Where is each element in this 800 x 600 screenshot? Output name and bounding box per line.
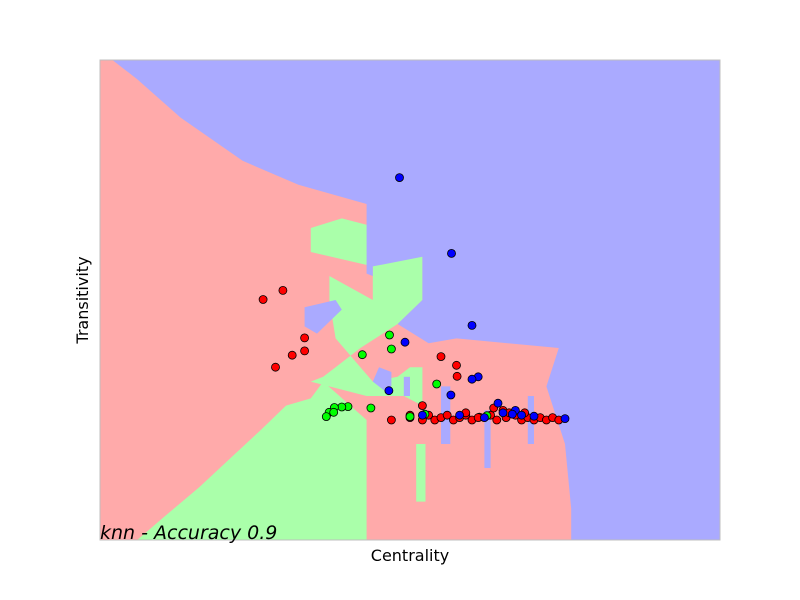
data-point-class-1	[329, 407, 339, 417]
data-point-class-0	[386, 415, 396, 425]
data-point-class-1	[357, 350, 367, 360]
x-axis-label: Centrality	[371, 546, 449, 565]
data-point-class-1	[405, 412, 415, 422]
data-point-class-0	[492, 415, 502, 425]
data-point-class-2	[384, 386, 394, 396]
decision-regions	[100, 60, 720, 540]
decision-region-class-2	[484, 410, 491, 468]
decision-region-class-1	[137, 381, 367, 540]
decision-region-class-1	[416, 444, 426, 502]
data-point-class-1	[385, 330, 394, 340]
data-point-class-0	[436, 352, 446, 362]
accuracy-annotation: knn - Accuracy 0.9	[100, 522, 277, 544]
decision-region-class-1	[310, 218, 423, 406]
data-point-class-0	[287, 350, 297, 360]
data-point-class-2	[446, 390, 456, 400]
data-point-class-2	[560, 414, 570, 424]
decision-region-class-2	[372, 367, 392, 392]
data-point-class-2	[395, 173, 404, 183]
data-point-class-0	[452, 360, 461, 370]
data-point-class-0	[258, 295, 268, 304]
data-point-class-2	[455, 410, 465, 420]
data-point-class-0	[300, 333, 310, 343]
data-point-class-2	[517, 410, 526, 420]
data-point-class-2	[493, 398, 503, 408]
plot-frame	[99, 59, 721, 541]
y-axis-label: Transitivity	[73, 256, 92, 344]
data-point-class-1	[432, 379, 442, 389]
data-point-class-0	[452, 371, 462, 381]
data-points	[258, 173, 570, 425]
data-point-class-0	[278, 285, 288, 295]
plot-area	[99, 59, 721, 541]
decision-region-class-2	[304, 300, 342, 334]
data-point-class-1	[366, 403, 376, 413]
data-point-class-2	[479, 413, 489, 423]
data-point-class-2	[417, 410, 427, 420]
data-point-class-0	[271, 362, 280, 372]
data-point-class-2	[447, 248, 456, 258]
decision-region-class-2	[403, 376, 410, 396]
data-point-class-2	[467, 320, 477, 330]
data-point-class-1	[386, 344, 396, 354]
data-point-class-0	[300, 346, 310, 356]
data-point-class-2	[400, 337, 410, 347]
data-point-class-1	[321, 412, 331, 422]
data-point-class-2	[507, 409, 517, 419]
data-point-class-2	[467, 374, 477, 384]
data-point-class-2	[529, 411, 539, 421]
data-point-class-0	[442, 410, 452, 420]
data-point-class-0	[417, 401, 427, 411]
data-point-class-2	[498, 408, 508, 418]
data-point-class-1	[337, 402, 347, 412]
